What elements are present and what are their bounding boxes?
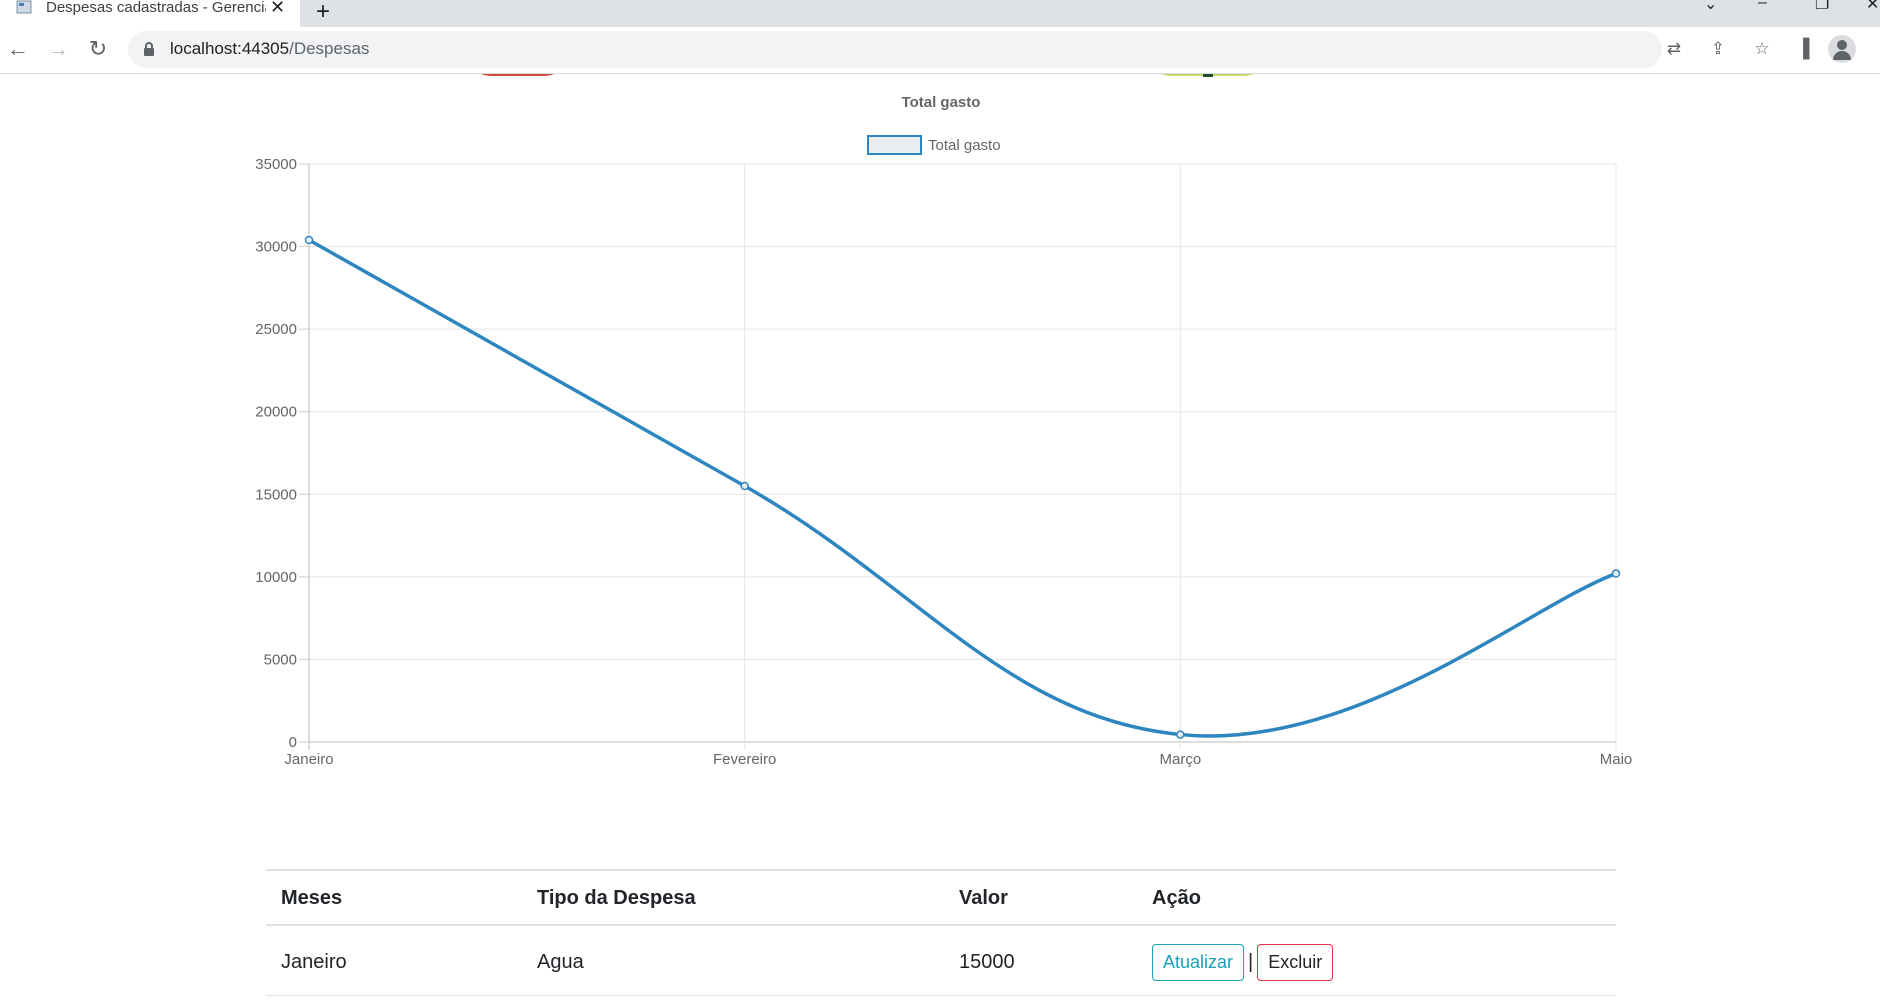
x-tick-label: Maio — [1600, 751, 1633, 768]
expenses-table: Meses Tipo da Despesa Valor Ação Janeiro… — [266, 869, 1616, 996]
side-panel-icon[interactable]: ▐ — [1796, 38, 1810, 58]
data-point — [304, 235, 314, 245]
address-bar[interactable]: localhost:44305/Despesas ⇄ ⇪ ☆ — [128, 31, 1770, 68]
x-tick-label: Janeiro — [284, 751, 333, 768]
y-tick-label: 0 — [289, 734, 297, 751]
cell-month: Janeiro — [266, 925, 522, 996]
tab-strip: Despesas cadastradas - Gerenciador ✕ + ⌄… — [0, 0, 1880, 27]
y-tick-label: 30000 — [255, 239, 297, 256]
bookmark-star-icon[interactable]: ☆ — [1754, 39, 1770, 58]
legend-label: Total gasto — [928, 137, 1001, 154]
cell-actions: Atualizar | Excluir — [1137, 925, 1616, 996]
restore-icon[interactable]: ❐ — [1815, 0, 1830, 13]
y-tick-label: 15000 — [255, 486, 297, 503]
chart-title: Total gasto — [902, 94, 981, 111]
lock-icon — [144, 42, 154, 56]
page-content: Total gasto Total gasto 0 5000 10000 15000 200… — [0, 74, 1880, 1005]
delete-button[interactable]: Excluir — [1257, 944, 1334, 981]
table-row: Janeiro Agua 15000 Atualizar | Excluir — [266, 925, 1616, 996]
reload-icon[interactable]: ↻ — [88, 36, 108, 61]
cell-type: Agua — [522, 925, 944, 996]
close-tab-icon[interactable]: ✕ — [270, 0, 286, 17]
doughnut-chart-partial — [1140, 74, 1275, 77]
translate-icon[interactable]: ⇄ — [1666, 39, 1682, 58]
tab-title: Despesas cadastradas - Gerenciador — [46, 0, 266, 16]
minimize-icon[interactable]: – — [1758, 0, 1767, 11]
x-tick-label: Fevereiro — [713, 751, 776, 768]
doughnut-chart-partial — [460, 74, 575, 76]
data-point — [1176, 730, 1185, 739]
y-tick-label: 25000 — [255, 321, 297, 338]
browser-tab[interactable]: Despesas cadastradas - Gerenciador ✕ — [0, 0, 300, 27]
back-icon[interactable]: ← — [7, 36, 29, 61]
y-tick-label: 20000 — [255, 404, 297, 421]
tab-search-icon[interactable]: ⌄ — [1704, 0, 1718, 13]
browser-toolbar: ← → ↻ localhost:44305/Despesas ⇄ ⇪ ☆ ▐ — [0, 27, 1880, 74]
profile-avatar-icon[interactable] — [1828, 35, 1856, 63]
url-text: localhost:44305/Despesas — [170, 39, 370, 58]
data-point — [1611, 569, 1621, 578]
y-tick-label: 35000 — [255, 156, 297, 173]
col-header-month: Meses — [266, 869, 522, 926]
new-tab-icon[interactable]: + — [316, 0, 331, 25]
data-point — [740, 481, 749, 491]
cell-value: 15000 — [944, 925, 1137, 996]
col-header-type: Tipo da Despesa — [522, 869, 944, 926]
close-window-icon[interactable]: ✕ — [1866, 0, 1880, 13]
y-tick-label: 10000 — [255, 569, 297, 586]
series-line — [308, 238, 1617, 738]
table-header-row: Meses Tipo da Despesa Valor Ação — [266, 869, 1616, 926]
forward-icon[interactable]: → — [47, 36, 69, 61]
x-tick-label: Março — [1159, 751, 1201, 768]
share-icon[interactable]: ⇪ — [1710, 39, 1726, 58]
col-header-value: Valor — [944, 869, 1137, 926]
page-icon — [16, 0, 32, 14]
update-button[interactable]: Atualizar — [1152, 944, 1245, 981]
y-tick-label: 5000 — [264, 651, 297, 668]
doughnut-segment — [1203, 74, 1213, 77]
action-separator: | — [1248, 951, 1254, 973]
legend-swatch — [867, 135, 922, 155]
line-chart: Total gasto Total gasto 0 5000 10000 15000 200… — [255, 94, 1633, 768]
col-header-action: Ação — [1137, 869, 1616, 926]
